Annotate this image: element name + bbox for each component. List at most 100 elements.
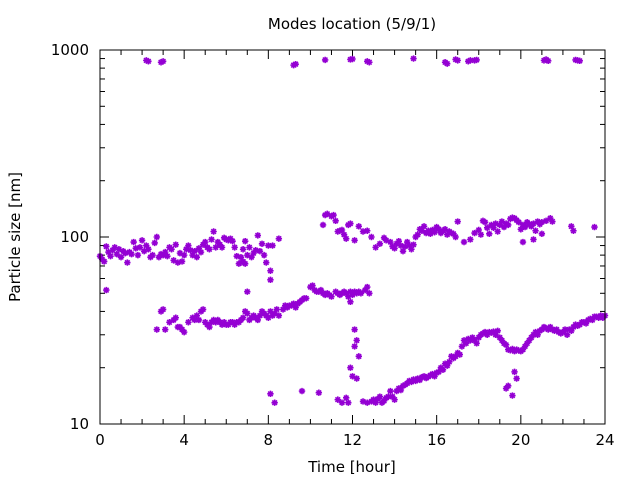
data-point [159,251,167,259]
data-point [140,247,148,255]
data-point [397,386,405,394]
data-point [427,230,434,238]
data-point [530,236,537,243]
data-point [138,237,146,244]
data-point [538,230,546,238]
data-point [256,312,264,319]
data-point [372,399,379,406]
data-point [414,231,421,238]
data-point [117,253,125,261]
data-point [345,399,352,406]
data-point [418,227,426,234]
data-point [347,298,354,306]
data-point [328,293,335,300]
data-point [450,230,457,238]
data-point [568,327,575,335]
data-point [317,286,325,294]
data-point [404,238,411,246]
data-point [191,316,198,324]
data-point [250,249,257,257]
data-point [244,288,251,295]
data-point [143,242,150,249]
data-point [338,226,346,234]
data-point [267,390,274,398]
data-point [357,290,365,297]
data-point [101,258,108,265]
data-point [364,283,371,291]
data-point [467,57,474,64]
data-point [153,326,161,333]
data-point [511,368,518,376]
data-point [496,334,503,341]
data-point [241,237,249,245]
data-point [136,244,144,251]
data-point [467,236,474,243]
data-point [389,393,396,400]
data-point [271,399,278,406]
data-point [492,331,499,338]
data-point [193,312,200,319]
data-point [443,60,451,67]
data-point [267,308,274,315]
data-point [494,327,501,335]
data-point [454,57,461,64]
data-point [355,353,363,360]
data-point [534,218,541,225]
data-point [199,241,207,248]
data-point [353,375,360,382]
data-point [170,257,177,264]
data-point [477,231,485,238]
data-point [233,252,240,260]
data-point [151,239,158,247]
data-point [473,56,480,64]
data-point [128,250,135,258]
data-point [172,314,179,321]
data-point [279,306,287,313]
data-point [505,382,512,390]
data-point [347,220,354,227]
data-point [159,58,167,65]
data-point [361,286,369,294]
data-point [355,223,363,230]
data-point [162,326,169,333]
data-point [408,246,415,253]
data-point [387,387,394,395]
data-point [462,340,470,347]
x-tick-label: 24 [595,431,614,449]
data-point [530,331,537,338]
data-point [345,293,352,300]
data-point [443,362,451,369]
tick-labels: 0 4 8 12 16 20 24 10 100 1000 [51,41,615,449]
data-point [509,392,516,399]
data-point [189,251,196,259]
data-point [481,218,489,226]
data-point [496,221,503,229]
data-point [431,229,438,236]
data-point [547,323,554,331]
data-point [157,59,165,66]
data-point [397,242,405,249]
data-point [107,252,114,260]
data-point [178,258,186,265]
data-point [244,310,251,317]
data-point [406,377,413,385]
data-point [231,244,238,251]
data-point [309,282,316,289]
data-point [435,226,442,233]
data-point [521,343,529,350]
data-point [469,334,476,341]
x-tick-label: 16 [427,431,446,449]
data-point [275,235,283,242]
data-point [368,233,375,241]
data-point [149,251,156,259]
data-point [433,369,440,376]
data-point [502,385,510,392]
data-point [338,399,346,406]
data-point [519,346,527,353]
data-point [321,56,329,64]
data-point [113,250,121,258]
data-point [347,364,354,371]
data-point [526,337,533,344]
data-point [187,246,194,254]
data-point [227,235,234,242]
